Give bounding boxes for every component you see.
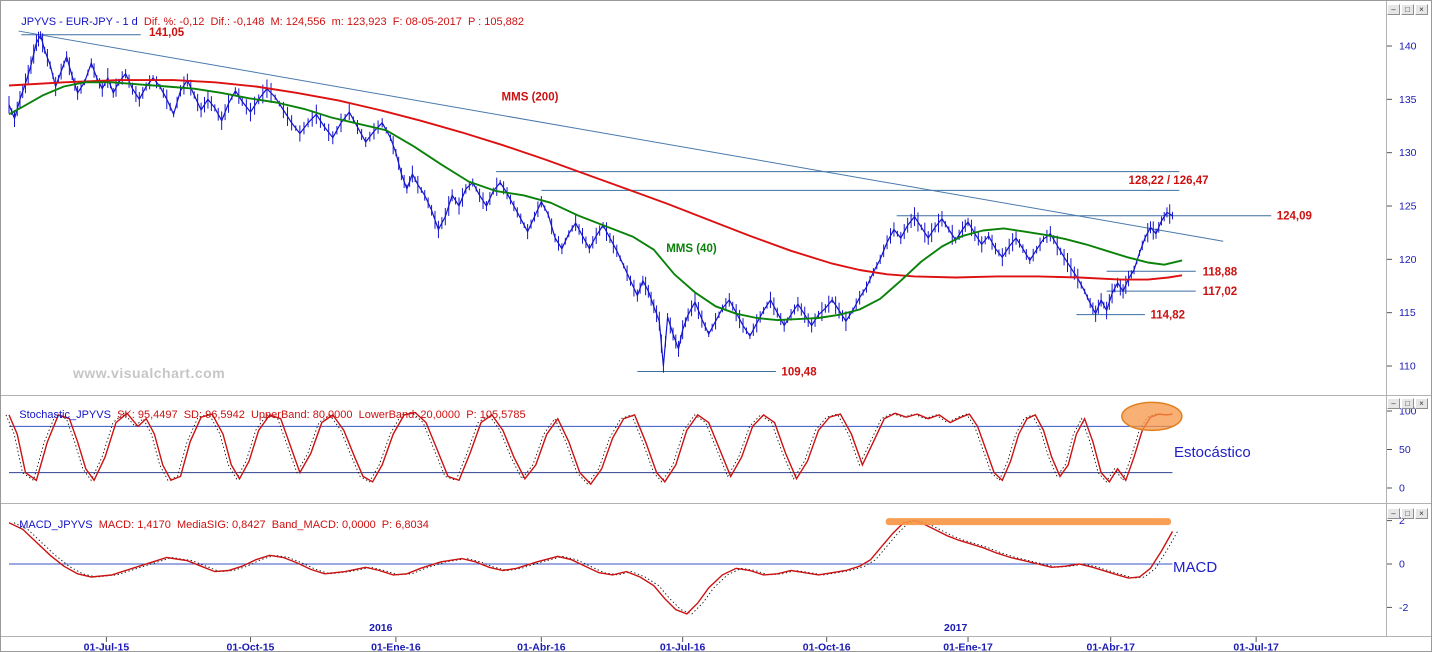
maximize-button[interactable]: □: [1401, 4, 1414, 15]
svg-text:0: 0: [1399, 483, 1405, 495]
svg-text:120: 120: [1399, 254, 1417, 266]
svg-text:50: 50: [1399, 444, 1411, 456]
maximize-button[interactable]: □: [1401, 508, 1414, 519]
stochastic-signal-line: [5, 412, 1170, 485]
maximize-button[interactable]: □: [1401, 398, 1414, 409]
main-chart-header: JPYVS - EUR-JPY - 1 d Dif. %: -0,12 Dif.…: [9, 4, 524, 40]
stochastic-highlight-ellipse: [1121, 401, 1183, 432]
macd-axis: 2 0 -2: [1387, 515, 1408, 614]
instrument-values: Dif. %: -0,12 Dif.: -0,148 M: 124,556 m:…: [143, 16, 525, 28]
level-labels: 141,05 128,22 / 126,47 124,09 118,88 117,02 1…: [149, 27, 1312, 378]
svg-text:128,22 / 126,47: 128,22 / 126,47: [1129, 175, 1209, 187]
svg-text:01-Jul-17: 01-Jul-17: [1233, 642, 1279, 652]
svg-text:01-Jul-16: 01-Jul-16: [660, 642, 706, 652]
svg-text:135: 135: [1399, 94, 1417, 106]
mms40-line: [8, 81, 1183, 322]
macd-line: [8, 519, 1174, 615]
svg-text:2: 2: [1399, 515, 1405, 527]
svg-text:01-Abr-16: 01-Abr-16: [517, 642, 566, 652]
macd-header: MACD_JPYVS MACD: 1,4170 MediaSIG: 0,8427…: [7, 507, 429, 543]
svg-text:01-Oct-15: 01-Oct-15: [227, 642, 275, 652]
level-lines: [21, 34, 1272, 373]
price-axis-separator: [1386, 1, 1387, 636]
svg-text:117,02: 117,02: [1203, 286, 1238, 298]
svg-text:0: 0: [1399, 559, 1405, 571]
svg-text:118,88: 118,88: [1203, 266, 1238, 278]
year-label: 2016: [369, 622, 393, 634]
macd-values: MACD: 1,4170 MediaSIG: 0,8427 Band_MACD:…: [98, 519, 429, 531]
mms200-line: [8, 79, 1183, 281]
date-axis[interactable]: 01-Jul-15 01-Oct-15 01-Ene-16 01-Abr-16 01-J…: [84, 637, 1279, 652]
svg-text:140: 140: [1399, 41, 1417, 53]
macd-window-controls: – □ ×: [1387, 508, 1428, 519]
stochastic-window-controls: – □ ×: [1387, 398, 1428, 409]
svg-text:125: 125: [1399, 201, 1417, 213]
stochastic-header: Stochastic_JPYVS SK: 95,4497 SD: 96,5942…: [7, 397, 526, 433]
macd-title: MACD_JPYVS: [19, 519, 99, 531]
close-button[interactable]: ×: [1415, 4, 1428, 15]
svg-text:01-Oct-16: 01-Oct-16: [803, 642, 851, 652]
price-axis: 140 135 130 125 120 115 110: [1387, 41, 1417, 373]
svg-text:01-Ene-17: 01-Ene-17: [943, 642, 993, 652]
stochastic-values: SK: 95,4497 SD: 96,5942 UpperBand: 80,00…: [117, 409, 526, 421]
series-label: MMS (200): [502, 91, 559, 103]
svg-text:01-Jul-15: 01-Jul-15: [84, 642, 130, 652]
panel-separator: [1, 395, 1431, 396]
svg-text:115: 115: [1399, 307, 1416, 319]
year-label: 2017: [944, 622, 968, 634]
svg-text:141,05: 141,05: [149, 27, 185, 39]
close-button[interactable]: ×: [1415, 508, 1428, 519]
svg-text:124,09: 124,09: [1277, 211, 1312, 223]
minimize-button[interactable]: –: [1387, 4, 1400, 15]
macd-signal-line: [13, 520, 1178, 615]
instrument-title: JPYVS - EUR-JPY - 1 d: [21, 16, 144, 28]
panel-separator: [1, 503, 1431, 504]
macd-highlight-bar: [885, 518, 1172, 526]
minimize-button[interactable]: –: [1387, 398, 1400, 409]
svg-text:130: 130: [1399, 147, 1417, 159]
trendline: [18, 30, 1224, 242]
minimize-button[interactable]: –: [1387, 508, 1400, 519]
stochastic-panel-label: Estocástico: [1174, 444, 1251, 461]
svg-text:-2: -2: [1399, 602, 1408, 614]
close-button[interactable]: ×: [1415, 398, 1428, 409]
visualchart-watermark: www.visualchart.com: [73, 365, 226, 381]
axis-separator: [1, 636, 1431, 637]
main-window-controls: – □ ×: [1387, 4, 1428, 15]
stochastic-title: Stochastic_JPYVS: [19, 409, 118, 421]
svg-text:114,82: 114,82: [1151, 310, 1186, 322]
svg-text:01-Abr-17: 01-Abr-17: [1086, 642, 1135, 652]
svg-text:110: 110: [1399, 361, 1416, 373]
price-series: [8, 31, 1173, 373]
series-label: MMS (40): [666, 243, 717, 255]
stochastic-line: [8, 411, 1173, 486]
svg-text:109,48: 109,48: [781, 367, 817, 379]
macd-panel-label: MACD: [1173, 559, 1218, 576]
svg-text:01-Ene-16: 01-Ene-16: [371, 642, 421, 652]
